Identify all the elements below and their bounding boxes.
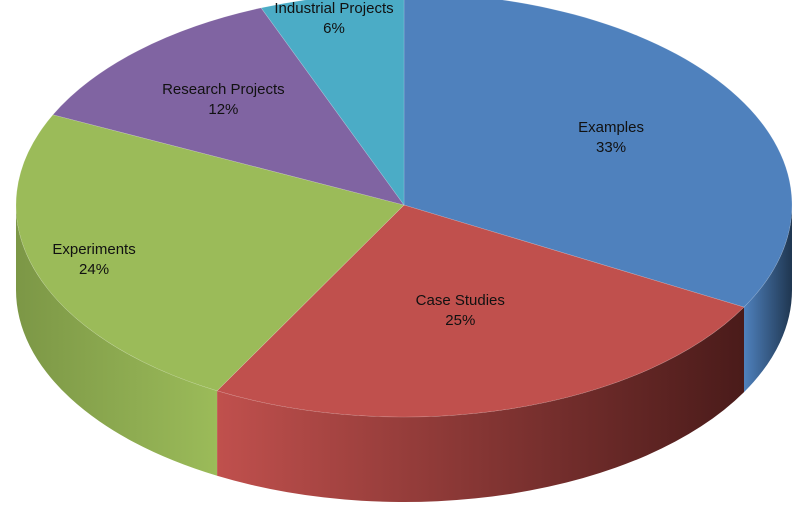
slice-label-examples: Examples bbox=[578, 119, 644, 136]
slice-label-experiments: Experiments bbox=[52, 241, 135, 258]
pie-side-case-studies bbox=[217, 307, 745, 502]
pie-data-labels: Examples 33% Case Studies 25% Experiments 24%… bbox=[52, 0, 644, 329]
pie-slice-examples bbox=[403, 0, 793, 308]
pie-side-walls bbox=[16, 205, 792, 502]
slice-label-case-studies: Case Studies bbox=[416, 292, 505, 309]
pie-slice-case-studies bbox=[216, 204, 745, 418]
slice-label-industrial-projects: Industrial Projects bbox=[274, 0, 393, 17]
slice-value-research-projects: 12% bbox=[208, 101, 238, 118]
slice-value-industrial-projects: 6% bbox=[323, 20, 345, 37]
slice-label-research-projects: Research Projects bbox=[162, 81, 285, 98]
slice-value-experiments: 24% bbox=[79, 261, 109, 278]
pie-slice-experiments bbox=[15, 114, 405, 392]
pie-slice-industrial-projects bbox=[260, 0, 405, 206]
pie-side-examples bbox=[744, 205, 792, 393]
pie-slice-research-projects bbox=[52, 7, 405, 206]
slice-value-examples: 33% bbox=[596, 139, 626, 156]
pie-top-faces bbox=[15, 0, 793, 418]
slice-value-case-studies: 25% bbox=[445, 312, 475, 329]
pie-side-experiments bbox=[16, 205, 218, 476]
